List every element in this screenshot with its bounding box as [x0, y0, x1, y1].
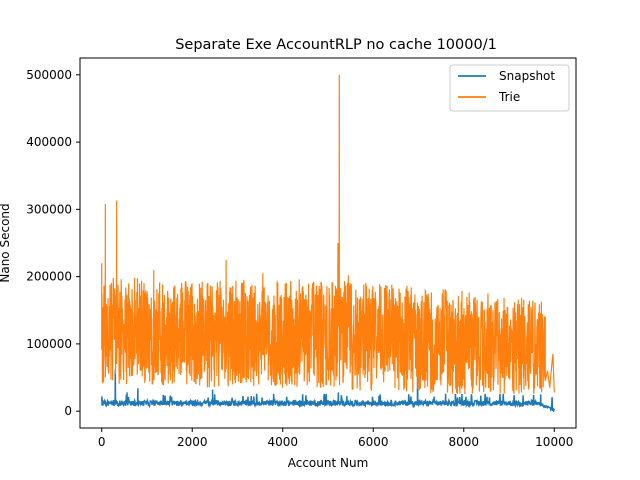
legend-label-snapshot: Snapshot [499, 69, 555, 83]
legend-label-trie: Trie [498, 90, 520, 104]
y-tick-label: 400000 [26, 135, 72, 149]
series-line-snapshot [100, 369, 556, 413]
y-tick-label: 300000 [26, 202, 72, 216]
axes-frame [79, 57, 577, 429]
chart-title: Separate Exe AccountRLP no cache 10000/1 [175, 37, 497, 53]
y-tick-label: 200000 [26, 270, 72, 284]
y-tick-label: 0 [64, 404, 72, 418]
x-tick-label: 10000 [535, 435, 573, 449]
y-tick-label: 500000 [26, 68, 72, 82]
y-axis-label: Nano Second [0, 203, 12, 282]
x-tick-label: 4000 [267, 435, 298, 449]
x-axis-label: Account Num [288, 456, 369, 470]
x-tick-label: 0 [98, 435, 106, 449]
plot-area: 0 2000 4000 6000 8000 10000010000020000030000… [26, 57, 577, 449]
x-tick-label: 8000 [448, 435, 479, 449]
series-line-trie [101, 74, 555, 395]
legend: Snapshot Trie [449, 64, 570, 112]
x-tick-label: 2000 [177, 435, 208, 449]
y-tick-label: 100000 [26, 337, 72, 351]
x-tick-label: 6000 [358, 435, 389, 449]
